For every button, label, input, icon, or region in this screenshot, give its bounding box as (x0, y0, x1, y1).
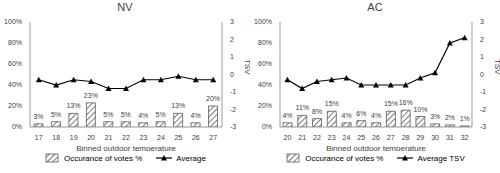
html-text:Average: Average (176, 153, 206, 163)
svg-text:8%: 8% (312, 108, 322, 115)
html-text:Occurance of votes %: Occurance of votes % (305, 153, 384, 163)
html-text:NV: NV (117, 1, 133, 13)
svg-text:TSV: TSV (243, 59, 250, 75)
svg-text:20: 20 (87, 134, 95, 141)
svg-text:20: 20 (283, 134, 291, 141)
svg-text:2: 2 (230, 36, 234, 43)
svg-text:22: 22 (313, 134, 321, 141)
svg-text:32: 32 (461, 134, 469, 141)
svg-text:16%: 16% (399, 99, 413, 106)
svg-text:13%: 13% (66, 102, 80, 109)
svg-text:5%: 5% (121, 111, 131, 118)
svg-text:3: 3 (480, 18, 484, 25)
svg-text:27: 27 (387, 134, 395, 141)
svg-text:Binned outdoor temperature: Binned outdoor temperature (76, 144, 176, 151)
svg-text:5%: 5% (103, 111, 113, 118)
svg-text:5%: 5% (156, 111, 166, 118)
svg-text:100%: 100% (254, 18, 272, 25)
svg-text:23: 23 (140, 134, 148, 141)
svg-text:26: 26 (372, 134, 380, 141)
html-text:AC: AC (367, 1, 383, 13)
svg-text:10%: 10% (413, 106, 427, 113)
svg-text:3: 3 (230, 18, 234, 25)
svg-text:29: 29 (416, 134, 424, 141)
svg-text:0: 0 (480, 71, 484, 78)
svg-text:24: 24 (157, 134, 165, 141)
svg-text:2: 2 (480, 36, 484, 43)
svg-text:0%: 0% (262, 123, 272, 130)
svg-text:13%: 13% (171, 102, 185, 109)
svg-text:-2: -2 (480, 106, 486, 113)
svg-text:20%: 20% (258, 102, 272, 109)
svg-text:15%: 15% (384, 100, 398, 107)
svg-text:21: 21 (298, 134, 306, 141)
svg-text:23: 23 (328, 134, 336, 141)
svg-text:20%: 20% (8, 102, 22, 109)
svg-text:-1: -1 (480, 88, 486, 95)
svg-text:40%: 40% (8, 81, 22, 88)
svg-text:4%: 4% (191, 112, 201, 119)
svg-text:0: 0 (230, 71, 234, 78)
svg-text:4%: 4% (342, 112, 352, 119)
html-text:Average TSV: Average TSV (417, 153, 465, 163)
svg-text:18: 18 (52, 134, 60, 141)
svg-text:-3: -3 (480, 123, 486, 130)
svg-text:23%: 23% (84, 92, 98, 99)
svg-text:-1: -1 (230, 88, 236, 95)
svg-text:4%: 4% (138, 112, 148, 119)
svg-text:15%: 15% (325, 100, 339, 107)
svg-text:60%: 60% (258, 60, 272, 67)
svg-text:31: 31 (446, 134, 454, 141)
svg-text:26: 26 (192, 134, 200, 141)
svg-text:-3: -3 (230, 123, 236, 130)
svg-text:28: 28 (402, 134, 410, 141)
svg-text:6%: 6% (356, 110, 366, 117)
svg-text:2%: 2% (445, 114, 455, 121)
svg-text:0%: 0% (12, 123, 22, 130)
svg-text:22: 22 (122, 134, 130, 141)
svg-text:100%: 100% (8, 18, 22, 25)
svg-text:4%: 4% (371, 112, 381, 119)
svg-text:1%: 1% (460, 115, 470, 122)
svg-text:40%: 40% (258, 81, 272, 88)
svg-text:19: 19 (70, 134, 78, 141)
svg-text:20%: 20% (206, 95, 220, 102)
svg-text:4%: 4% (282, 112, 292, 119)
svg-text:Binned outdoor temperature: Binned outdoor temperature (326, 144, 426, 151)
svg-text:-2: -2 (230, 106, 236, 113)
svg-text:17: 17 (35, 134, 43, 141)
svg-text:80%: 80% (8, 39, 22, 46)
svg-text:60%: 60% (8, 60, 22, 67)
html-text:Occurance of votes %: Occurance of votes % (64, 153, 143, 163)
svg-text:1: 1 (480, 53, 484, 60)
svg-text:30: 30 (431, 134, 439, 141)
svg-text:80%: 80% (258, 39, 272, 46)
svg-text:27: 27 (209, 134, 217, 141)
svg-text:3%: 3% (33, 113, 43, 120)
svg-text:25: 25 (174, 134, 182, 141)
svg-text:11%: 11% (296, 104, 310, 111)
svg-text:5%: 5% (51, 111, 61, 118)
svg-text:25: 25 (357, 134, 365, 141)
svg-text:21: 21 (105, 134, 113, 141)
svg-text:3%: 3% (430, 113, 440, 120)
svg-text:24: 24 (343, 134, 351, 141)
svg-text:1: 1 (230, 53, 234, 60)
